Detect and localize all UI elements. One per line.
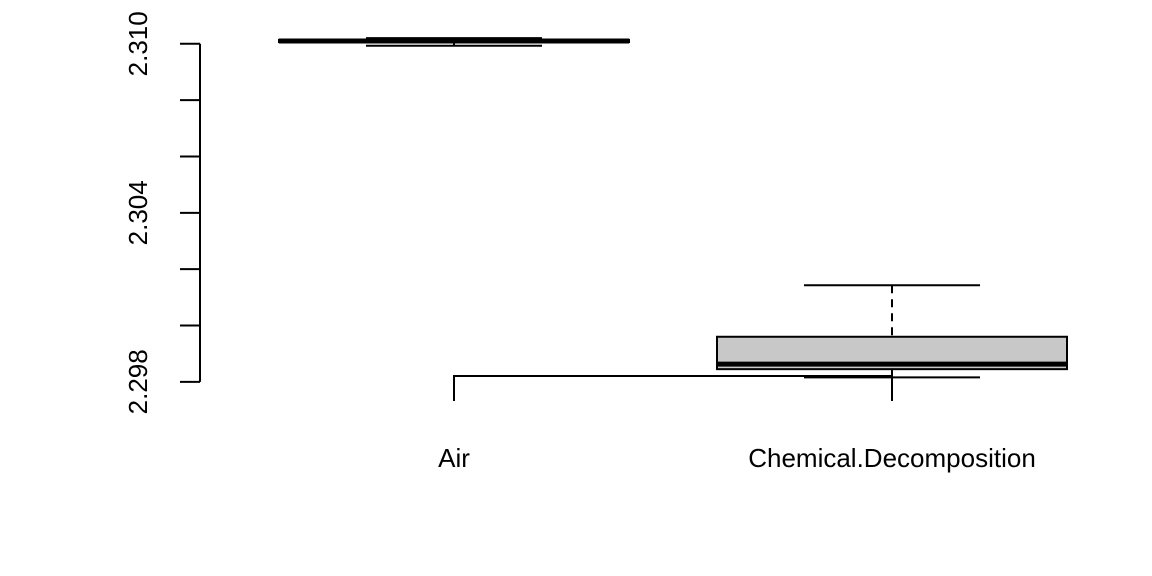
y-axis: 2.298 2.304 2.310 bbox=[123, 11, 201, 414]
box-chemical-decomposition bbox=[716, 284, 1068, 379]
x-category-label: Air bbox=[438, 443, 470, 473]
y-tick-label: 2.304 bbox=[123, 180, 153, 245]
box-air bbox=[278, 37, 630, 47]
x-axis-labels: Air Chemical.Decomposition bbox=[438, 443, 1036, 473]
x-category-label: Chemical.Decomposition bbox=[748, 443, 1036, 473]
bracket-line bbox=[453, 375, 893, 401]
significance-bracket bbox=[453, 375, 893, 401]
y-tick-label: 2.310 bbox=[123, 11, 153, 76]
y-tick-label: 2.298 bbox=[123, 349, 153, 414]
boxes bbox=[278, 37, 1068, 379]
